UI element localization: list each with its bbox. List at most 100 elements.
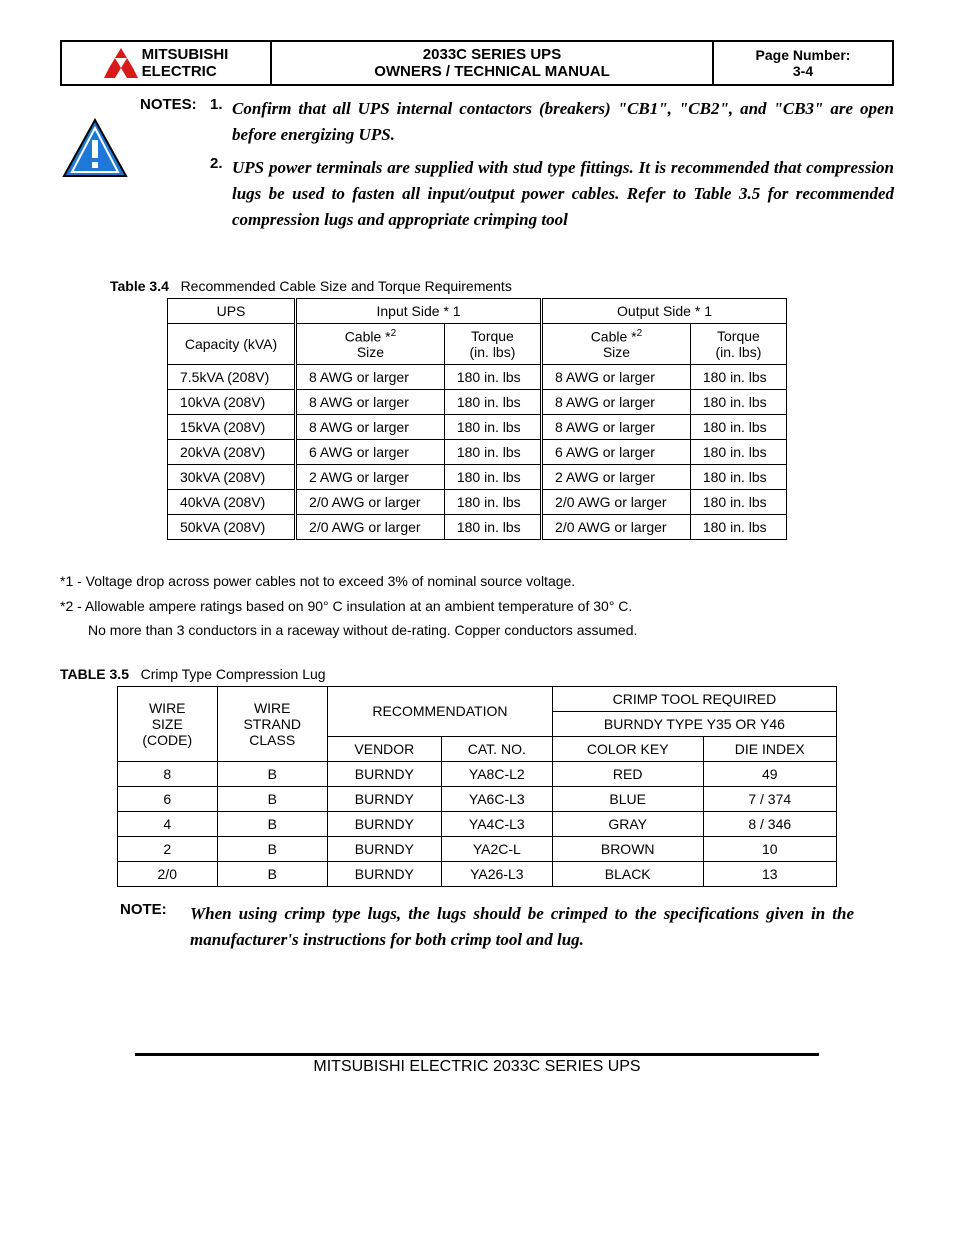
t34-out-cable: 8 AWG or larger <box>542 415 691 440</box>
t35-h-die: DIE INDEX <box>703 736 837 761</box>
t35-wire: 6 <box>118 786 218 811</box>
t34-in-cable: 8 AWG or larger <box>296 390 445 415</box>
t34-in-cable: 8 AWG or larger <box>296 365 445 390</box>
t35-die: 13 <box>703 861 837 886</box>
t34-capacity: 40kVA (208V) <box>168 490 296 515</box>
table-row: 20kVA (208V)6 AWG or larger180 in. lbs6 … <box>168 440 787 465</box>
table35: WIRE SIZE (CODE) WIRE STRAND CLASS RECOM… <box>117 686 837 887</box>
t35-color: RED <box>552 761 703 786</box>
notes-label: NOTES: <box>140 96 210 149</box>
t34-h-input: Input Side * 1 <box>296 298 542 323</box>
table34-caption-num: Table 3.4 <box>110 278 169 294</box>
bottom-note: NOTE: When using crimp type lugs, the lu… <box>60 901 894 954</box>
table-row: 10kVA (208V)8 AWG or larger180 in. lbs8 … <box>168 390 787 415</box>
t34-h-cable-in: Cable *2Size <box>296 323 445 365</box>
table-row: 30kVA (208V)2 AWG or larger180 in. lbs2 … <box>168 465 787 490</box>
t34-out-torque: 180 in. lbs <box>690 415 786 440</box>
t35-h-colorkey: COLOR KEY <box>552 736 703 761</box>
t35-strand: B <box>217 836 327 861</box>
brand-line2: ELECTRIC <box>142 63 229 80</box>
t34-capacity: 20kVA (208V) <box>168 440 296 465</box>
t34-capacity: 15kVA (208V) <box>168 415 296 440</box>
pagenum-label: Page Number: <box>722 47 884 63</box>
t34-in-cable: 2/0 AWG or larger <box>296 515 445 540</box>
table-row: 7.5kVA (208V)8 AWG or larger180 in. lbs8… <box>168 365 787 390</box>
t34-capacity: 7.5kVA (208V) <box>168 365 296 390</box>
note-1-number: 1. <box>210 96 232 149</box>
bottom-note-label: NOTE: <box>120 901 190 954</box>
t35-h-recommendation: RECOMMENDATION <box>327 686 552 736</box>
t34-in-torque: 180 in. lbs <box>444 465 541 490</box>
table-row: 4BBURNDYYA4C-L3GRAY8 / 346 <box>118 811 837 836</box>
t35-color: GRAY <box>552 811 703 836</box>
header-title-cell: 2033C SERIES UPS OWNERS / TECHNICAL MANU… <box>271 41 713 85</box>
footnote-1: *1 - Voltage drop across power cables no… <box>60 570 894 592</box>
t34-out-cable: 2/0 AWG or larger <box>542 515 691 540</box>
table-row: 15kVA (208V)8 AWG or larger180 in. lbs8 … <box>168 415 787 440</box>
footnote-2: *2 - Allowable ampere ratings based on 9… <box>60 595 894 617</box>
t34-out-cable: 8 AWG or larger <box>542 390 691 415</box>
t35-h-strand: WIRE STRAND CLASS <box>217 686 327 761</box>
t35-h-wire: WIRE SIZE (CODE) <box>118 686 218 761</box>
t35-cat: YA6C-L3 <box>441 786 552 811</box>
t35-wire: 4 <box>118 811 218 836</box>
t35-color: BLUE <box>552 786 703 811</box>
t34-capacity: 30kVA (208V) <box>168 465 296 490</box>
t35-vendor: BURNDY <box>327 761 441 786</box>
t35-h-vendor: VENDOR <box>327 736 441 761</box>
t35-color: BLACK <box>552 861 703 886</box>
table35-caption: TABLE 3.5 Crimp Type Compression Lug <box>60 666 894 682</box>
t35-wire: 8 <box>118 761 218 786</box>
t34-out-cable: 2/0 AWG or larger <box>542 490 691 515</box>
t35-die: 49 <box>703 761 837 786</box>
footer-rule <box>135 1053 819 1056</box>
table34-caption-text: Recommended Cable Size and Torque Requir… <box>181 278 512 294</box>
brand-line1: MITSUBISHI <box>142 46 229 63</box>
t35-cat: YA8C-L2 <box>441 761 552 786</box>
t35-wire: 2/0 <box>118 861 218 886</box>
table-row: 40kVA (208V)2/0 AWG or larger180 in. lbs… <box>168 490 787 515</box>
document-header: MITSUBISHI ELECTRIC 2033C SERIES UPS OWN… <box>60 40 894 86</box>
footnotes: *1 - Voltage drop across power cables no… <box>60 570 894 641</box>
footnote-2b: No more than 3 conductors in a raceway w… <box>60 619 894 641</box>
header-title-line2: OWNERS / TECHNICAL MANUAL <box>280 63 704 80</box>
t34-h-cable-out: Cable *2Size <box>542 323 691 365</box>
t34-in-cable: 2 AWG or larger <box>296 465 445 490</box>
note-1-text: Confirm that all UPS internal contactors… <box>232 96 894 149</box>
mitsubishi-logo-icon <box>104 48 138 78</box>
t34-h-output: Output Side * 1 <box>542 298 787 323</box>
t34-in-cable: 6 AWG or larger <box>296 440 445 465</box>
t34-h-torque-in: Torque(in. lbs) <box>444 323 541 365</box>
t35-vendor: BURNDY <box>327 836 441 861</box>
table35-caption-text: Crimp Type Compression Lug <box>141 666 326 682</box>
footer-text: MITSUBISHI ELECTRIC 2033C SERIES UPS <box>60 1058 894 1076</box>
t35-wire: 2 <box>118 836 218 861</box>
note-2-number: 2. <box>210 155 232 234</box>
header-brand-cell: MITSUBISHI ELECTRIC <box>61 41 271 85</box>
t34-out-torque: 180 in. lbs <box>690 440 786 465</box>
t35-vendor: BURNDY <box>327 861 441 886</box>
t34-h-torque-out: Torque(in. lbs) <box>690 323 786 365</box>
t35-h-crimp1: CRIMP TOOL REQUIRED <box>552 686 836 711</box>
table-row: 2/0BBURNDYYA26-L3BLACK13 <box>118 861 837 886</box>
t34-out-torque: 180 in. lbs <box>690 490 786 515</box>
table-row: 8BBURNDYYA8C-L2RED49 <box>118 761 837 786</box>
t34-h-capacity: Capacity (kVA) <box>168 323 296 365</box>
bottom-note-text: When using crimp type lugs, the lugs sho… <box>190 901 854 954</box>
t35-h-catno: CAT. NO. <box>441 736 552 761</box>
table34: UPS Input Side * 1 Output Side * 1 Capac… <box>167 298 787 541</box>
t34-out-cable: 8 AWG or larger <box>542 365 691 390</box>
t35-cat: YA26-L3 <box>441 861 552 886</box>
t34-in-cable: 2/0 AWG or larger <box>296 490 445 515</box>
t35-vendor: BURNDY <box>327 786 441 811</box>
t34-capacity: 10kVA (208V) <box>168 390 296 415</box>
t34-capacity: 50kVA (208V) <box>168 515 296 540</box>
notes-block: NOTES: 1. Confirm that all UPS internal … <box>60 96 894 238</box>
t35-cat: YA2C-L <box>441 836 552 861</box>
note-2-text: UPS power terminals are supplied with st… <box>232 155 894 234</box>
pagenum-value: 3-4 <box>722 63 884 79</box>
header-title-line1: 2033C SERIES UPS <box>280 46 704 63</box>
t35-cat: YA4C-L3 <box>441 811 552 836</box>
table34-caption: Table 3.4 Recommended Cable Size and Tor… <box>60 278 894 294</box>
t34-in-cable: 8 AWG or larger <box>296 415 445 440</box>
